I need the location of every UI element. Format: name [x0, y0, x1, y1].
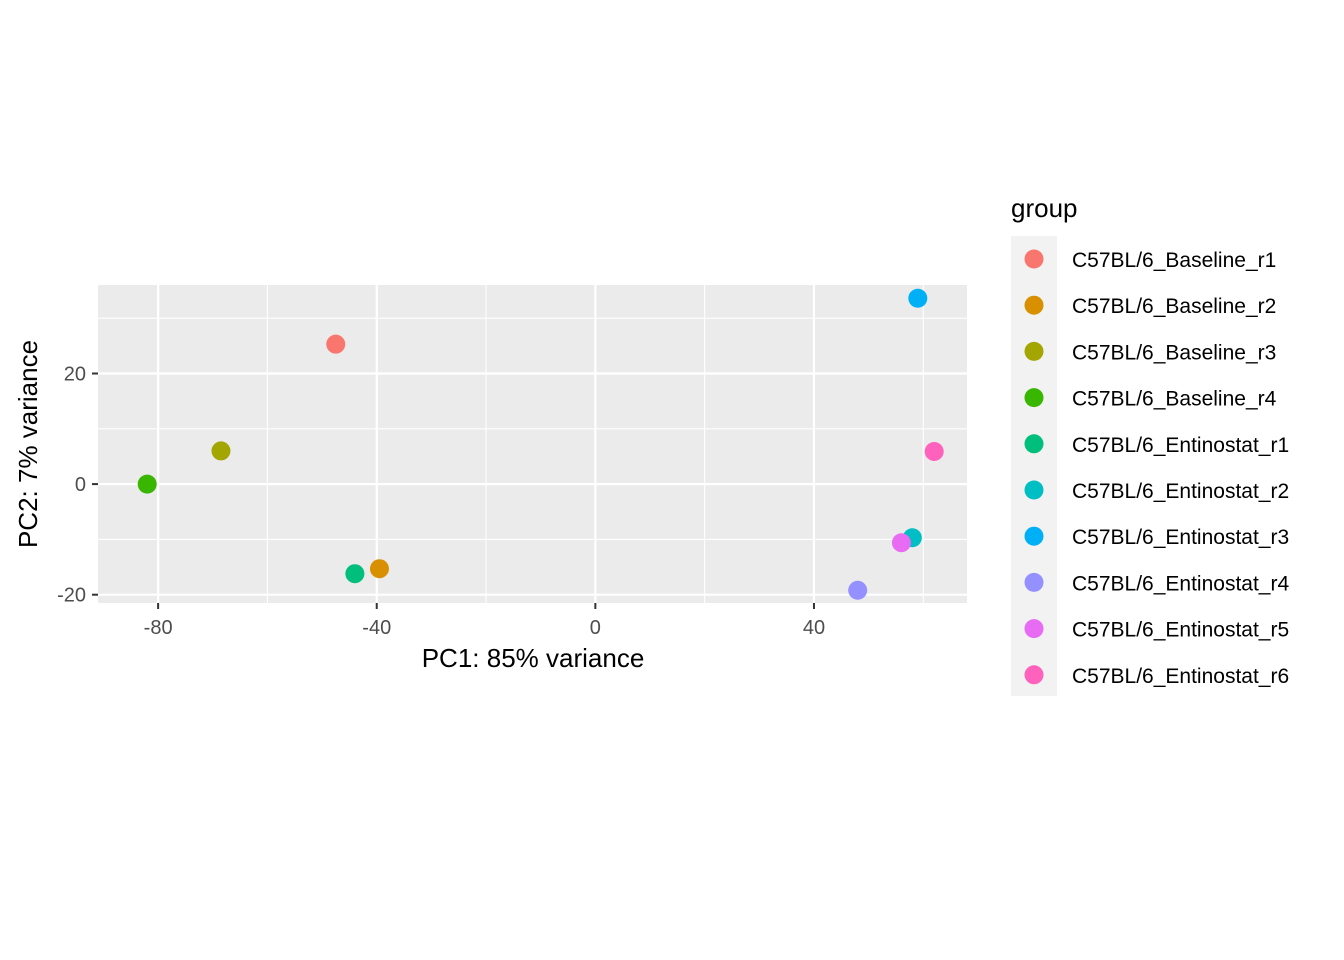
- data-point-7: [908, 288, 928, 308]
- data-points: [137, 288, 944, 600]
- legend-label: C57BL/6_Baseline_r4: [1072, 388, 1277, 411]
- legend-key: [1024, 295, 1044, 315]
- y-tick-label: 20: [64, 363, 86, 385]
- x-axis-title: PC1: 85% variance: [422, 643, 645, 673]
- legend-item: C57BL/6_Baseline_r2: [1024, 295, 1276, 318]
- y-tick-labels: -20 0 20: [57, 363, 86, 606]
- data-point-2: [369, 559, 389, 579]
- data-point-1: [326, 334, 346, 354]
- legend-item: C57BL/6_Baseline_r4: [1024, 388, 1277, 411]
- data-point-5: [345, 564, 365, 584]
- legend-key: [1024, 619, 1044, 639]
- legend-label: C57BL/6_Baseline_r3: [1072, 341, 1276, 364]
- y-tick-label: 0: [75, 474, 86, 496]
- x-tick-label: -40: [362, 617, 391, 639]
- legend-title: group: [1011, 193, 1078, 223]
- legend-label: C57BL/6_Entinostat_r6: [1072, 665, 1289, 688]
- legend-item: C57BL/6_Entinostat_r5: [1024, 619, 1289, 642]
- data-point-4: [137, 474, 157, 494]
- legend-key: [1024, 341, 1044, 361]
- legend-label: C57BL/6_Entinostat_r1: [1072, 434, 1289, 457]
- legend-label: C57BL/6_Entinostat_r5: [1072, 619, 1289, 642]
- legend-label: C57BL/6_Entinostat_r4: [1072, 572, 1289, 595]
- data-point-9: [891, 533, 911, 553]
- data-point-8: [848, 580, 868, 600]
- legend-item: C57BL/6_Entinostat_r4: [1024, 572, 1289, 595]
- legend-label: C57BL/6_Baseline_r1: [1072, 249, 1276, 272]
- legend-key: [1024, 526, 1044, 546]
- plot-panel: [98, 285, 967, 603]
- axis-ticks: [92, 372, 815, 609]
- legend-items: C57BL/6_Baseline_r1 C57BL/6_Baseline_r2 C5…: [1024, 249, 1289, 688]
- data-point-3: [211, 441, 231, 461]
- major-gridlines: [98, 285, 967, 603]
- legend-item: C57BL/6_Entinostat_r3: [1024, 526, 1289, 549]
- legend-item: C57BL/6_Entinostat_r6: [1024, 665, 1289, 688]
- legend-key: [1024, 434, 1044, 454]
- legend-key: [1024, 388, 1044, 408]
- legend-label: C57BL/6_Baseline_r2: [1072, 295, 1276, 318]
- legend-label: C57BL/6_Entinostat_r2: [1072, 480, 1289, 503]
- y-axis-title: PC2: 7% variance: [13, 340, 43, 548]
- data-point-10: [924, 441, 944, 461]
- y-tick-label: -20: [57, 585, 86, 607]
- legend-item: C57BL/6_Entinostat_r1: [1024, 434, 1289, 457]
- x-tick-labels: -80 -40 0 40: [144, 617, 825, 639]
- x-tick-label: 40: [803, 617, 825, 639]
- legend-label: C57BL/6_Entinostat_r3: [1072, 526, 1289, 549]
- legend-key: [1024, 480, 1044, 500]
- legend-key: [1024, 665, 1044, 685]
- legend-key: [1024, 572, 1044, 592]
- legend: group C57BL/6_Baseline_r1C57BL/6_Baselin…: [1011, 193, 1289, 696]
- x-tick-label: 0: [590, 617, 601, 639]
- legend-item: C57BL/6_Baseline_r3: [1024, 341, 1276, 364]
- minor-gridlines: [98, 285, 967, 603]
- legend-key: [1024, 249, 1044, 269]
- x-tick-label: -80: [144, 617, 173, 639]
- legend-item: C57BL/6_Baseline_r1: [1024, 249, 1276, 272]
- legend-item: C57BL/6_Entinostat_r2: [1024, 480, 1289, 503]
